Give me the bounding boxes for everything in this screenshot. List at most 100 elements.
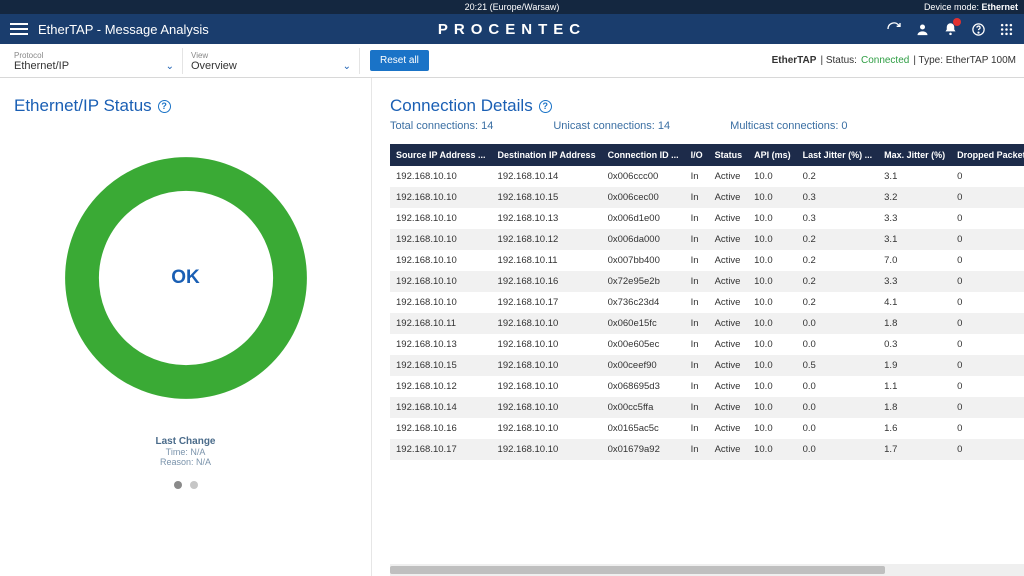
app-title: EtherTAP - Message Analysis xyxy=(38,22,209,37)
table-cell: 10.0 xyxy=(748,166,797,187)
table-cell: 192.168.10.12 xyxy=(390,376,492,397)
table-row[interactable]: 192.168.10.10192.168.10.130x006d1e00InAc… xyxy=(390,208,1024,229)
table-cell: 0.0 xyxy=(797,313,879,334)
table-header[interactable]: Dropped Packets, Total ... xyxy=(951,144,1024,166)
table-cell: 192.168.10.17 xyxy=(390,439,492,460)
table-cell: 3.1 xyxy=(878,166,951,187)
reset-all-button[interactable]: Reset all xyxy=(370,50,429,71)
status-title: Ethernet/IP Status? xyxy=(14,96,357,116)
protocol-select[interactable]: Protocol Ethernet/IP⌄ xyxy=(8,49,180,72)
table-cell: 4.1 xyxy=(878,292,951,313)
table-cell: In xyxy=(685,376,709,397)
help-icon[interactable]: ? xyxy=(539,100,552,113)
notification-bell-icon[interactable] xyxy=(942,21,958,37)
table-cell: In xyxy=(685,334,709,355)
chevron-down-icon: ⌄ xyxy=(343,61,351,72)
table-cell: 0x0165ac5c xyxy=(602,418,685,439)
table-header[interactable]: Destination IP Address xyxy=(492,144,602,166)
apps-grid-icon[interactable] xyxy=(998,21,1014,37)
carousel-dot[interactable] xyxy=(174,481,182,489)
table-cell: 7.0 xyxy=(878,250,951,271)
table-cell: 192.168.10.16 xyxy=(492,271,602,292)
table-cell: In xyxy=(685,313,709,334)
table-cell: Active xyxy=(709,376,749,397)
status-ok-label: OK xyxy=(171,267,200,289)
clock-text: 20:21 (Europe/Warsaw) xyxy=(465,2,560,12)
table-cell: 0.5 xyxy=(797,355,879,376)
table-cell: 0x060e15fc xyxy=(602,313,685,334)
table-header[interactable]: Last Jitter (%) ... xyxy=(797,144,879,166)
table-cell: 0x006ccc00 xyxy=(602,166,685,187)
table-cell: Active xyxy=(709,397,749,418)
table-cell: 0 xyxy=(951,250,1024,271)
table-cell: 192.168.10.15 xyxy=(390,355,492,376)
table-cell: 192.168.10.11 xyxy=(390,313,492,334)
last-change-block: Last Change Time: N/A Reason: N/A xyxy=(155,436,215,467)
table-row[interactable]: 192.168.10.10192.168.10.140x006ccc00InAc… xyxy=(390,166,1024,187)
table-header[interactable]: Connection ID ... xyxy=(602,144,685,166)
table-row[interactable]: 192.168.10.10192.168.10.170x736c23d4InAc… xyxy=(390,292,1024,313)
table-header[interactable]: Source IP Address ... xyxy=(390,144,492,166)
table-cell: Active xyxy=(709,334,749,355)
table-cell: 0.2 xyxy=(797,229,879,250)
table-cell: 0x006cec00 xyxy=(602,187,685,208)
table-row[interactable]: 192.168.10.13192.168.10.100x00e605ecInAc… xyxy=(390,334,1024,355)
table-cell: In xyxy=(685,250,709,271)
table-row[interactable]: 192.168.10.10192.168.10.160x72e95e2bInAc… xyxy=(390,271,1024,292)
scrollbar-thumb[interactable] xyxy=(390,566,885,574)
view-select[interactable]: View Overview⌄ xyxy=(185,49,357,72)
unicast-connections: Unicast connections: 14 xyxy=(553,120,670,132)
table-cell: 0.0 xyxy=(797,397,879,418)
table-cell: 0.3 xyxy=(878,334,951,355)
table-cell: 0.0 xyxy=(797,439,879,460)
table-cell: 10.0 xyxy=(748,292,797,313)
table-cell: Active xyxy=(709,187,749,208)
table-cell: 3.3 xyxy=(878,271,951,292)
connection-details-panel: Connection Details? Total connections: 1… xyxy=(372,78,1024,576)
horizontal-scrollbar[interactable] xyxy=(390,564,1024,576)
table-cell: 1.6 xyxy=(878,418,951,439)
table-cell: 0x068695d3 xyxy=(602,376,685,397)
table-cell: 192.168.10.17 xyxy=(492,292,602,313)
table-cell: Active xyxy=(709,418,749,439)
table-cell: 192.168.10.10 xyxy=(390,229,492,250)
table-cell: 192.168.10.10 xyxy=(492,334,602,355)
refresh-icon[interactable] xyxy=(886,21,902,37)
table-cell: Active xyxy=(709,292,749,313)
carousel-dot[interactable] xyxy=(190,481,198,489)
table-cell: 1.1 xyxy=(878,376,951,397)
table-row[interactable]: 192.168.10.12192.168.10.100x068695d3InAc… xyxy=(390,376,1024,397)
table-header[interactable]: API (ms) xyxy=(748,144,797,166)
table-header[interactable]: I/O xyxy=(685,144,709,166)
chevron-down-icon: ⌄ xyxy=(166,61,174,72)
table-row[interactable]: 192.168.10.11192.168.10.100x060e15fcInAc… xyxy=(390,313,1024,334)
table-cell: 192.168.10.10 xyxy=(390,250,492,271)
table-cell: 10.0 xyxy=(748,376,797,397)
table-cell: 0x00ceef90 xyxy=(602,355,685,376)
table-cell: 10.0 xyxy=(748,313,797,334)
table-row[interactable]: 192.168.10.16192.168.10.100x0165ac5cInAc… xyxy=(390,418,1024,439)
table-cell: 0.0 xyxy=(797,418,879,439)
table-cell: 0x736c23d4 xyxy=(602,292,685,313)
connections-table: Source IP Address ...Destination IP Addr… xyxy=(390,144,1024,460)
help-icon[interactable]: ? xyxy=(158,100,171,113)
table-cell: 0x006d1e00 xyxy=(602,208,685,229)
table-header[interactable]: Max. Jitter (%) xyxy=(878,144,951,166)
menu-icon[interactable] xyxy=(10,23,28,35)
table-row[interactable]: 192.168.10.14192.168.10.100x00cc5ffaInAc… xyxy=(390,397,1024,418)
help-icon[interactable] xyxy=(970,21,986,37)
table-header[interactable]: Status xyxy=(709,144,749,166)
table-cell: 192.168.10.15 xyxy=(492,187,602,208)
table-row[interactable]: 192.168.10.10192.168.10.150x006cec00InAc… xyxy=(390,187,1024,208)
table-cell: In xyxy=(685,355,709,376)
table-cell: In xyxy=(685,418,709,439)
table-row[interactable]: 192.168.10.10192.168.10.120x006da000InAc… xyxy=(390,229,1024,250)
table-row[interactable]: 192.168.10.17192.168.10.100x01679a92InAc… xyxy=(390,439,1024,460)
table-cell: 10.0 xyxy=(748,229,797,250)
table-cell: 10.0 xyxy=(748,334,797,355)
table-row[interactable]: 192.168.10.10192.168.10.110x007bb400InAc… xyxy=(390,250,1024,271)
user-icon[interactable] xyxy=(914,21,930,37)
connections-table-scroll[interactable]: Source IP Address ...Destination IP Addr… xyxy=(390,144,1024,564)
table-row[interactable]: 192.168.10.15192.168.10.100x00ceef90InAc… xyxy=(390,355,1024,376)
table-cell: 192.168.10.13 xyxy=(390,334,492,355)
